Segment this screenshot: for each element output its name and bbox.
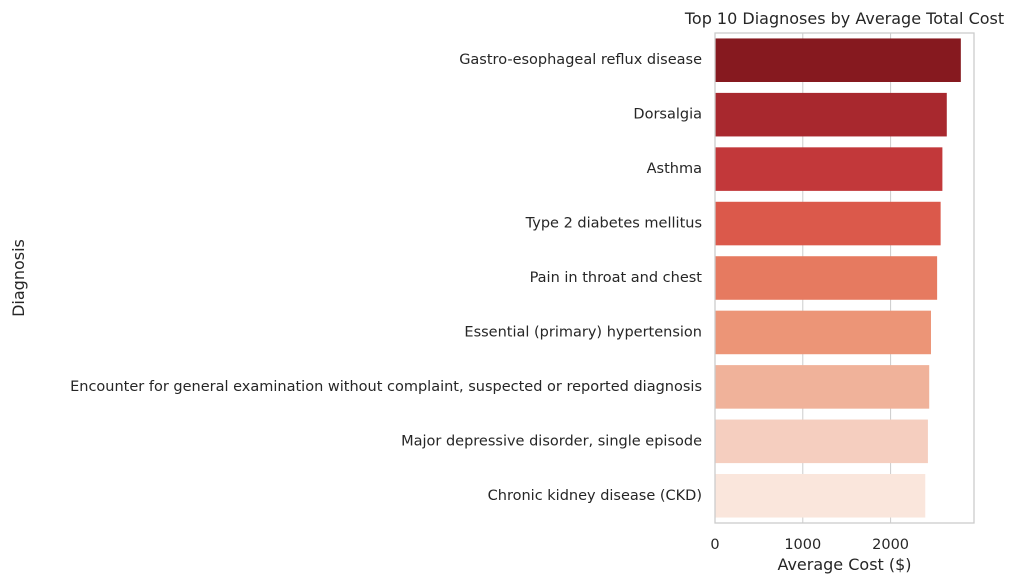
- bar-4: [715, 256, 938, 300]
- bar-5: [715, 310, 931, 355]
- plot-frame: [714, 32, 975, 524]
- y-tick-label-4: Pain in throat and chest: [530, 270, 703, 286]
- x-axis-label: Average Cost ($): [777, 555, 911, 574]
- y-tick-label-3: Type 2 diabetes mellitus: [525, 216, 702, 232]
- y-tick-label-1: Dorsalgia: [633, 107, 702, 123]
- bar-6: [715, 365, 930, 409]
- bar-7: [715, 419, 928, 464]
- x-tick-label-2: 2000: [872, 537, 909, 553]
- bar-2: [715, 147, 943, 191]
- bar-1: [715, 92, 947, 137]
- x-tick-labels: 0 1000 2000: [710, 537, 909, 553]
- x-tick-label-1: 1000: [784, 537, 821, 553]
- bar-8: [715, 474, 926, 518]
- y-tick-label-2: Asthma: [647, 161, 702, 177]
- x-tick-label-0: 0: [710, 537, 719, 553]
- bar-3: [715, 201, 941, 246]
- y-tick-label-6: Encounter for general examination withou…: [70, 379, 702, 395]
- y-tick-labels: Gastro-esophageal reflux disease Dorsalgi…: [70, 52, 702, 504]
- y-tick-label-0: Gastro-esophageal reflux disease: [459, 52, 702, 68]
- y-tick-label-8: Chronic kidney disease (CKD): [488, 488, 702, 504]
- bar-0: [715, 38, 961, 82]
- y-axis-label: Diagnosis: [9, 239, 28, 317]
- chart-title: Top 10 Diagnoses by Average Total Cost: [684, 9, 1004, 28]
- y-tick-label-7: Major depressive disorder, single episod…: [401, 433, 702, 449]
- bars: [715, 38, 961, 518]
- y-tick-label-5: Essential (primary) hypertension: [464, 324, 702, 340]
